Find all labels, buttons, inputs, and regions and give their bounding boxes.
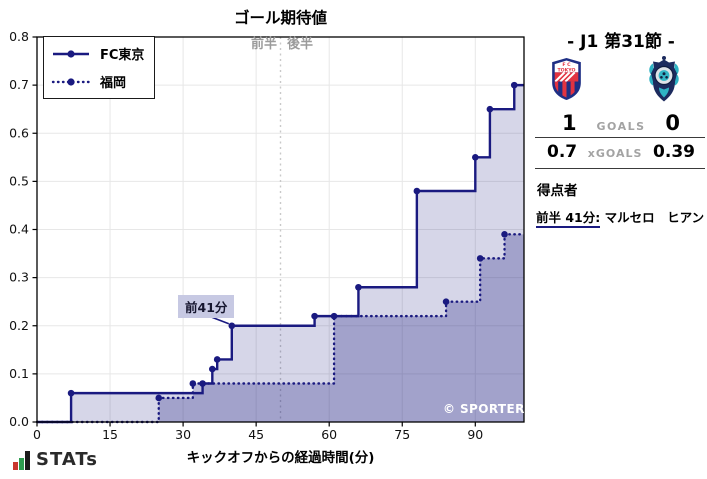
avispa-fukuoka-logo [649,56,679,102]
svg-text:TOKYO: TOKYO [557,67,575,73]
tick-marks [32,36,476,427]
svg-text:45: 45 [248,427,264,442]
match-panel: - J1 第31節 - F C TOKYO [535,0,707,479]
home-goals: 1 [562,111,577,135]
scorer-item: 前半 41分: マルセロ ヒアン [536,207,705,228]
svg-text:0.5: 0.5 [9,173,29,188]
scorer-name: マルセロ ヒアン [604,210,705,225]
fc-tokyo-logo: F C TOKYO [552,58,581,100]
goals-label: GOALS [596,120,646,133]
xgoals-label: xGOALS [587,147,643,160]
first-half-label: 前半 [251,37,278,52]
home-xgoals: 0.7 [547,142,578,162]
svg-text:0.6: 0.6 [9,125,29,140]
series-fill-1 [37,234,524,422]
y-tick-labels: 0.0 0.1 0.2 0.3 0.4 0.5 0.6 0.7 0.8 [9,29,29,429]
xgoals-row: 0.7 xGOALS 0.39 [535,142,707,162]
series-markers-1 [155,231,508,402]
svg-text:0.0: 0.0 [9,414,29,429]
svg-text:F C: F C [562,62,571,68]
x-axis-title: キックオフからの経過時間(分) [186,450,375,466]
away-xgoals: 0.39 [653,142,695,162]
series-line-1 [35,233,526,424]
chart-legend: FC東京 福岡 [43,36,156,99]
dotted-line-icon [51,77,91,86]
stats-logo-text: STATs [36,449,98,470]
second-half-label: 後半 [287,37,314,52]
svg-text:0.8: 0.8 [9,29,29,44]
svg-text:60: 60 [321,427,337,442]
svg-text:75: 75 [394,427,410,442]
goal-annotation: 前41分 [178,295,235,318]
legend-label-home: FC東京 [100,48,145,63]
svg-text:0.1: 0.1 [9,366,29,381]
away-goals: 0 [665,111,680,135]
svg-text:0: 0 [33,427,41,442]
score-row: 1 GOALS 0 [535,111,707,135]
scorers-heading: 得点者 [537,183,578,199]
svg-text:0.7: 0.7 [9,77,29,92]
svg-text:0.4: 0.4 [9,222,29,237]
solid-line-icon [53,49,89,58]
xg-step-chart: 0 15 30 45 60 75 90 0.0 0.1 0.2 0.3 0.4 0.5 0.6 0.7 0.8 [9,29,526,442]
svg-text:15: 15 [102,427,118,442]
svg-text:30: 30 [175,427,191,442]
divider-line [535,137,705,138]
legend-label-away: 福岡 [100,76,127,91]
svg-text:0.2: 0.2 [9,318,29,333]
sporteria-watermark: © SPORTERIA [443,402,540,416]
svg-text:0.3: 0.3 [9,270,29,285]
series-fill-0 [37,85,524,422]
x-tick-labels: 0 15 30 45 60 75 90 [33,427,483,442]
chart-title: ゴール期待値 [233,9,327,27]
legend-item-away: 福岡 [51,72,144,91]
legend-item-home: FC東京 [51,44,144,63]
svg-text:90: 90 [467,427,483,442]
match-round-title: - J1 第31節 - [567,32,675,52]
scorer-time: 前半 41分: [536,210,601,228]
stats-logo: STATs [13,450,98,470]
divider-line [535,168,705,169]
bar-chart-icon [13,451,30,470]
